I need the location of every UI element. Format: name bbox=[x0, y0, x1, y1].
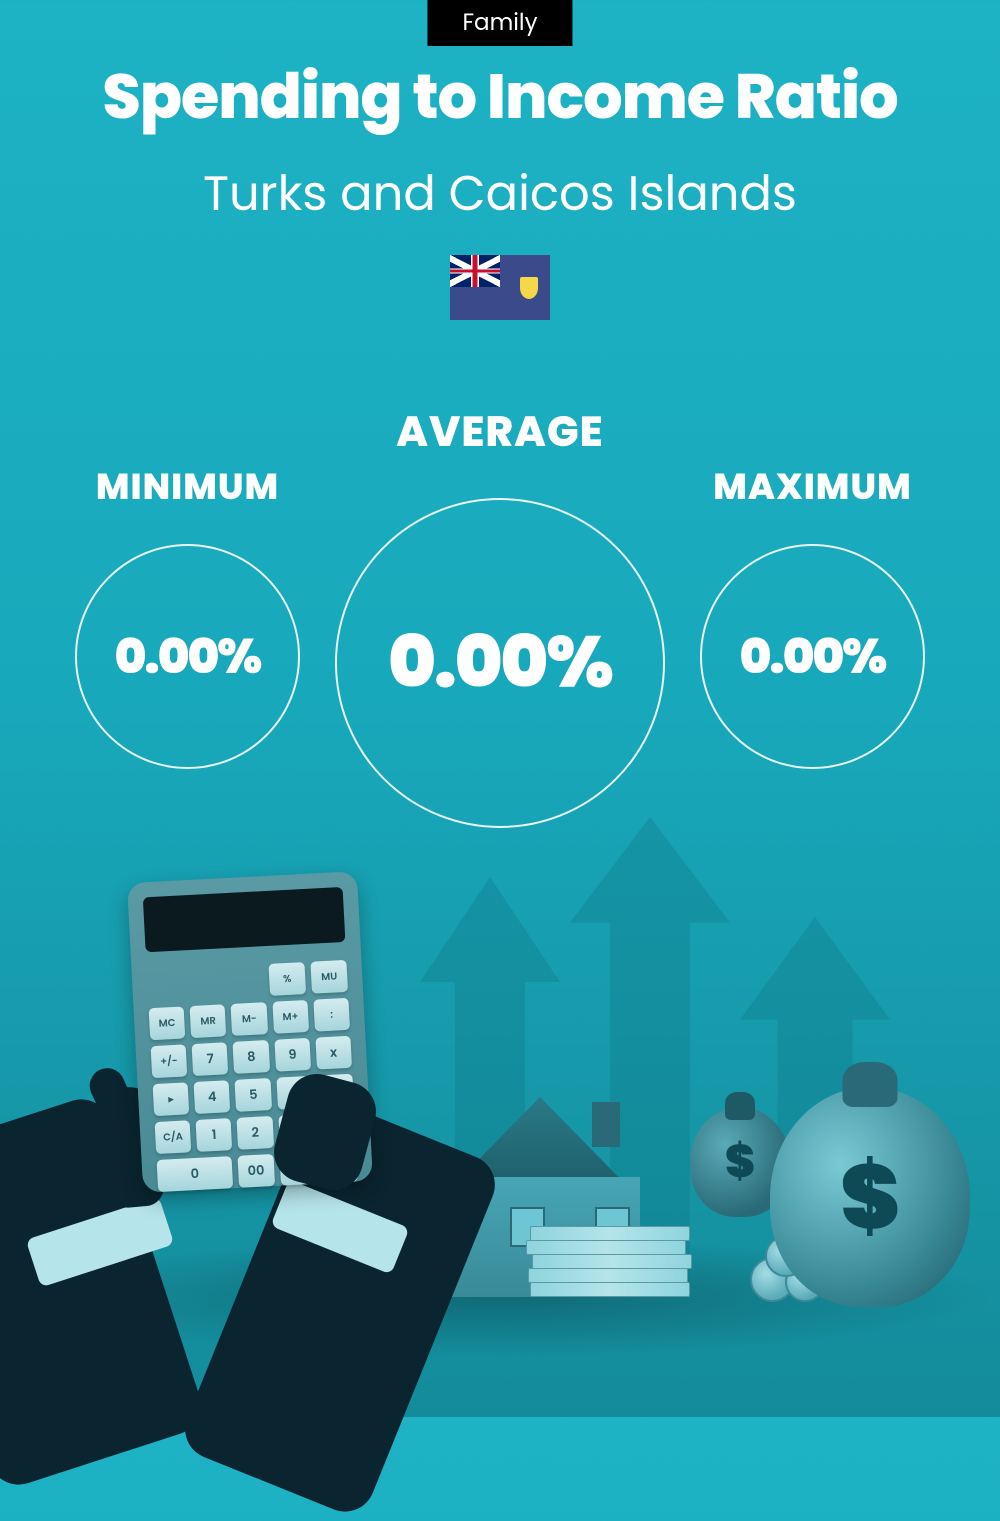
calc-button: % bbox=[268, 962, 306, 996]
calc-button: MR bbox=[190, 1004, 227, 1038]
header: Spending to Income Ratio Turks and Caico… bbox=[0, 0, 1000, 320]
calc-button: M+ bbox=[272, 1000, 309, 1034]
calc-button: x bbox=[315, 1036, 352, 1070]
house-chimney bbox=[592, 1102, 620, 1147]
calc-button: 9 bbox=[274, 1038, 311, 1072]
calc-button: 7 bbox=[192, 1042, 229, 1076]
country-flag-icon bbox=[450, 255, 550, 320]
stat-minimum-value: 0.00% bbox=[115, 621, 261, 693]
calc-row: +/- 7 8 9 x bbox=[151, 1036, 352, 1078]
dollar-sign-icon: $ bbox=[840, 1129, 900, 1265]
stat-maximum: MAXIMUM 0.00% bbox=[700, 459, 925, 769]
calc-button: +/- bbox=[151, 1044, 188, 1078]
calc-button: 5 bbox=[235, 1078, 272, 1112]
stat-average-value: 0.00% bbox=[388, 609, 612, 717]
calc-row: % MU bbox=[147, 960, 348, 1002]
stat-minimum: MINIMUM 0.00% bbox=[75, 459, 300, 769]
calc-button: ▸ bbox=[153, 1082, 190, 1116]
dollar-sign-icon: $ bbox=[725, 1128, 755, 1196]
money-layer bbox=[532, 1254, 692, 1269]
stat-average-label: AVERAGE bbox=[335, 400, 665, 463]
calc-button: : bbox=[313, 998, 350, 1032]
stats-row: MINIMUM 0.00% AVERAGE 0.00% MAXIMUM 0.00… bbox=[0, 400, 1000, 828]
category-tag: Family bbox=[427, 0, 572, 46]
stat-maximum-value: 0.00% bbox=[740, 621, 886, 693]
calc-button: MU bbox=[310, 960, 348, 994]
money-stack-icon bbox=[520, 1217, 700, 1297]
money-layer bbox=[530, 1282, 690, 1297]
money-layer bbox=[526, 1240, 686, 1255]
stat-maximum-label: MAXIMUM bbox=[700, 459, 925, 514]
stat-maximum-circle: 0.00% bbox=[700, 544, 925, 769]
money-layer bbox=[530, 1226, 690, 1241]
calc-button: 8 bbox=[233, 1040, 270, 1074]
page-title: Spending to Income Ratio bbox=[0, 50, 1000, 143]
calc-button: 4 bbox=[194, 1080, 231, 1114]
stat-minimum-circle: 0.00% bbox=[75, 544, 300, 769]
stat-minimum-label: MINIMUM bbox=[75, 459, 300, 514]
money-layer bbox=[528, 1268, 688, 1283]
hands-holding-calculator: % MU MC MR M- M+ : +/- 7 8 9 x ▸ 4 5 6 bbox=[0, 917, 450, 1417]
calc-button: MC bbox=[149, 1006, 186, 1040]
country-name: Turks and Caicos Islands bbox=[0, 158, 1000, 230]
illustration: $ $ % MU MC MR M- M+ : bbox=[0, 797, 1000, 1417]
money-bag-large-icon: $ bbox=[770, 1087, 970, 1307]
calc-row: MC MR M- M+ : bbox=[149, 998, 350, 1040]
stat-average-circle: 0.00% bbox=[335, 498, 665, 828]
calc-button: M- bbox=[231, 1002, 268, 1036]
stat-average: AVERAGE 0.00% bbox=[335, 400, 665, 828]
calc-button: 2 bbox=[237, 1116, 274, 1150]
flag-badge bbox=[520, 277, 538, 299]
calc-button: 00 bbox=[237, 1154, 274, 1188]
flag-union-jack bbox=[450, 255, 500, 287]
calc-button: 0 bbox=[157, 1156, 234, 1192]
calc-button: C/A bbox=[155, 1120, 192, 1154]
calc-button: 1 bbox=[196, 1118, 233, 1152]
calculator-screen bbox=[143, 887, 346, 952]
